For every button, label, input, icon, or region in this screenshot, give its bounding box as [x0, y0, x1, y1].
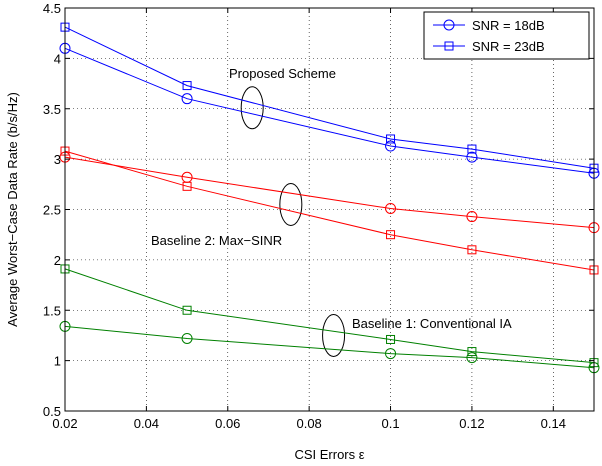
series-line [64, 156, 595, 229]
data-point-circle [385, 202, 397, 214]
legend: SNR = 18dB SNR = 23dB [423, 11, 590, 60]
series-layer [59, 22, 600, 374]
series-line [64, 26, 595, 169]
annotations: Proposed Scheme Baseline 2: Max−SINR Bas… [151, 66, 512, 357]
data-point-square [182, 81, 192, 91]
series-line [64, 325, 595, 369]
data-point-square [386, 334, 396, 344]
annotation-baseline-2: Baseline 2: Max−SINR [151, 233, 282, 248]
x-tick-label: 0.1 [381, 416, 399, 431]
y-tick-label: 0.5 [43, 404, 61, 419]
ellipse-baseline-1 [322, 313, 346, 357]
data-point-circle [181, 332, 193, 344]
data-point-square [386, 230, 396, 240]
data-point-circle [385, 140, 397, 152]
ellipse-baseline-2 [279, 182, 303, 226]
data-point-circle [466, 211, 478, 223]
y-tick-label: 2.5 [43, 203, 61, 218]
y-axis-label: Average Worst−Case Data Rate (b/s/Hz) [5, 92, 20, 327]
legend-box [423, 11, 590, 60]
data-point-square [386, 134, 396, 144]
data-point-square [467, 144, 477, 154]
y-tick-label: 1 [54, 354, 61, 369]
y-tick-label: 3.5 [43, 102, 61, 117]
legend-marker-circle [443, 19, 455, 31]
y-tick-label: 1.5 [43, 303, 61, 318]
axis-ticks [64, 7, 594, 412]
data-point-circle [466, 151, 478, 163]
y-tick-label: 3 [54, 152, 61, 167]
x-tick-label: 0.02 [52, 416, 77, 431]
x-tick-label: 0.08 [296, 416, 321, 431]
x-tick-label: 0.06 [215, 416, 240, 431]
y-tick-label: 2 [54, 253, 61, 268]
y-tick-label: 4.5 [43, 1, 61, 16]
ellipse-proposed-scheme [240, 86, 264, 130]
data-point-square [467, 245, 477, 255]
data-point-circle [385, 348, 397, 360]
annotation-baseline-1: Baseline 1: Conventional IA [352, 316, 512, 331]
legend-label-18db: SNR = 18dB [472, 18, 545, 33]
series-line [64, 47, 595, 174]
legend-marker-square [444, 41, 454, 51]
x-tick-labels: 0.02 0.04 0.06 0.08 0.1 0.12 0.14 [52, 416, 566, 431]
data-point-circle [466, 352, 478, 364]
x-tick-label: 0.04 [134, 416, 159, 431]
series-line [64, 268, 595, 364]
data-point-square [182, 305, 192, 315]
x-tick-label: 0.14 [541, 416, 566, 431]
annotation-proposed-scheme: Proposed Scheme [229, 66, 336, 81]
x-tick-label: 0.12 [459, 416, 484, 431]
series-line [64, 150, 595, 271]
y-tick-label: 4 [54, 51, 61, 66]
data-point-square [467, 347, 477, 357]
y-tick-labels: 0.5 1 1.5 2 2.5 3 3.5 4 4.5 [43, 1, 61, 419]
x-axis-label: CSI Errors ε [294, 447, 364, 462]
series-square-5 [60, 264, 599, 368]
data-point-circle [181, 93, 193, 105]
data-point-square [182, 181, 192, 191]
legend-label-23db: SNR = 23dB [472, 39, 545, 54]
